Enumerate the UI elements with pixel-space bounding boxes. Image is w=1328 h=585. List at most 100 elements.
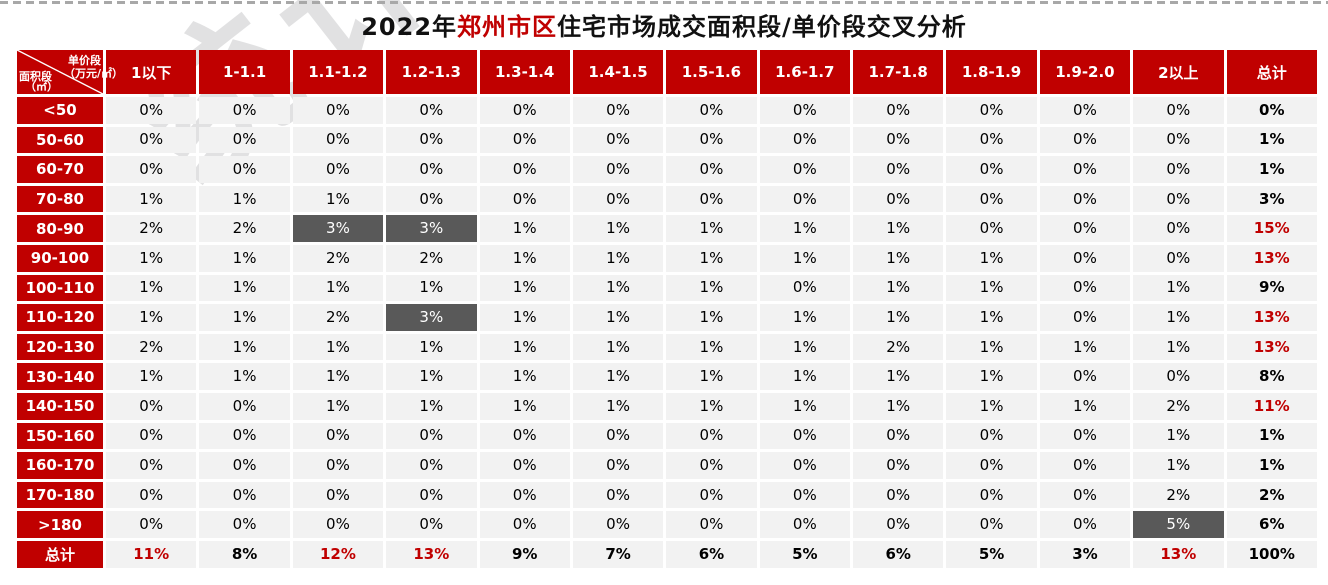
table-cell: 1% (1133, 274, 1224, 302)
table-cell: 1% (1226, 452, 1317, 479)
table-cell: 0% (1039, 215, 1131, 242)
table-cell: 0% (946, 422, 1037, 450)
table-cell: 0% (199, 422, 290, 450)
table-cell: 13% (1226, 244, 1317, 272)
table-cell: 0% (572, 511, 664, 538)
table-cell: 1% (853, 304, 944, 331)
header-row: 单价段 （万元/㎡） 面积段 （㎡） 1以下 1-1.1 1.1-1.2 1.2-1.… (17, 50, 1317, 94)
table-row: 100-110 1% 1% 1% 1% 1% 1% 1% 0% 1% 1% 0% 1% 9% (17, 274, 1317, 302)
table-cell: 1% (479, 363, 570, 390)
table-cell: 0% (199, 452, 290, 479)
table-cell: 0% (199, 511, 290, 538)
row-label: 120-130 (17, 333, 103, 361)
table-cell: 0% (853, 481, 944, 509)
table-cell: 1% (666, 274, 757, 302)
table-cell: 1% (292, 363, 384, 390)
table-row: 总计 11% 8% 12% 13% 9% 7% 6% 5% 6% 5% 3% 13% 100% (17, 540, 1317, 568)
table-cell: 0% (946, 156, 1037, 183)
table-cell: 3% (386, 304, 477, 331)
table-cell: 8% (1226, 363, 1317, 390)
table-cell: 3% (292, 215, 384, 242)
table-cell: 1% (292, 392, 384, 420)
table-cell: 2% (386, 244, 477, 272)
table-cell: 1% (386, 333, 477, 361)
col-header: 1.3-1.4 (479, 50, 570, 94)
table-cell: 0% (1133, 156, 1224, 183)
table-cell: 0% (853, 511, 944, 538)
table-cell: 6% (666, 540, 757, 568)
table-cell: 1% (106, 244, 197, 272)
table-cell: 1% (853, 215, 944, 242)
table-cell: 0% (759, 126, 850, 154)
table-cell: 0% (106, 97, 197, 124)
table-cell: 1% (199, 244, 290, 272)
title-highlight: 郑州市区 (457, 13, 558, 41)
col-header: 1.1-1.2 (292, 50, 384, 94)
table-cell: 0% (292, 422, 384, 450)
table-cell: 1% (199, 363, 290, 390)
table-cell: 0% (386, 185, 477, 213)
table-cell: 0% (1133, 244, 1224, 272)
table-cell: 1% (853, 392, 944, 420)
table-cell: 0% (292, 156, 384, 183)
page-title: 2022年郑州市区住宅市场成交面积段/单价段交叉分析 (0, 7, 1328, 42)
table-cell: 0% (479, 185, 570, 213)
table-cell: 9% (479, 540, 570, 568)
table-cell: 0% (106, 481, 197, 509)
table-cell: 0% (106, 452, 197, 479)
table-cell: 3% (1226, 185, 1317, 213)
table-cell: 7% (572, 540, 664, 568)
corner-row-dimension-unit: （㎡） (25, 80, 58, 93)
table-cell: 1% (1039, 392, 1131, 420)
table-cell: 1% (572, 333, 664, 361)
table-cell: 0% (386, 452, 477, 479)
table-cell: 2% (106, 215, 197, 242)
table-row: 90-100 1% 1% 2% 2% 1% 1% 1% 1% 1% 1% 0% 0% 13% (17, 244, 1317, 272)
table-cell: 1% (1226, 156, 1317, 183)
table-cell: 1% (572, 244, 664, 272)
table-cell: 0% (1133, 363, 1224, 390)
col-header: 1-1.1 (199, 50, 290, 94)
table-cell: 9% (1226, 274, 1317, 302)
table-cell: 1% (1039, 333, 1131, 361)
table-cell: 1% (292, 274, 384, 302)
table-cell: 0% (946, 185, 1037, 213)
title-prefix: 2022年 (361, 13, 458, 41)
table-cell: 0% (1039, 422, 1131, 450)
table-cell: 12% (292, 540, 384, 568)
table-cell: 1% (666, 392, 757, 420)
col-header: 1.9-2.0 (1039, 50, 1131, 94)
table-cell: 0% (106, 392, 197, 420)
table-cell: 1% (106, 304, 197, 331)
table-cell: 1% (572, 363, 664, 390)
table-cell: 0% (572, 97, 664, 124)
table-cell: 2% (853, 333, 944, 361)
table-cell: 0% (853, 185, 944, 213)
dashed-top-border (0, 1, 1328, 4)
table-cell: 2% (292, 244, 384, 272)
row-label: 100-110 (17, 274, 103, 302)
table-cell: 0% (946, 126, 1037, 154)
table-cell: 100% (1226, 540, 1317, 568)
table-row: >180 0% 0% 0% 0% 0% 0% 0% 0% 0% 0% 0% 5% 6% (17, 511, 1317, 538)
table-cell: 1% (106, 363, 197, 390)
corner-row-dimension-label: 面积段 (19, 70, 52, 83)
table-cell: 1% (1133, 452, 1224, 479)
table-cell: 1% (386, 274, 477, 302)
table-cell: 0% (666, 97, 757, 124)
table-cell: 0% (479, 422, 570, 450)
table-cell: 1% (1226, 422, 1317, 450)
table-row: 70-80 1% 1% 1% 0% 0% 0% 0% 0% 0% 0% 0% 0% 3% (17, 185, 1317, 213)
table-cell: 1% (666, 333, 757, 361)
table-cell: 1% (946, 392, 1037, 420)
table-cell: 0% (666, 481, 757, 509)
table-cell: 0% (666, 452, 757, 479)
table-cell: 0% (386, 481, 477, 509)
table-cell: 0% (479, 97, 570, 124)
table-row: 50-60 0% 0% 0% 0% 0% 0% 0% 0% 0% 0% 0% 0% 1% (17, 126, 1317, 154)
table-cell: 6% (853, 540, 944, 568)
cross-analysis-table: 单价段 （万元/㎡） 面积段 （㎡） 1以下 1-1.1 1.1-1.2 1.2-1.… (14, 47, 1320, 571)
table-cell: 1% (479, 274, 570, 302)
table-cell: 0% (199, 126, 290, 154)
corner-col-dimension-unit: （万元/㎡） (63, 67, 123, 80)
